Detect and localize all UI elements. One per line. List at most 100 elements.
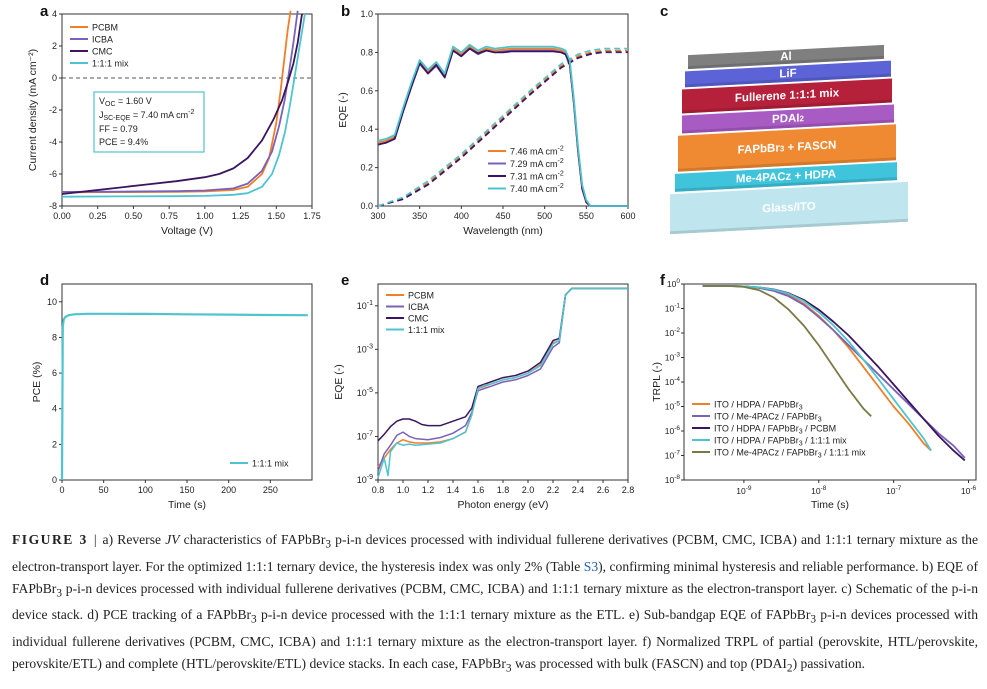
- eqe-legend-label-3: 7.40 mA cm-2: [510, 183, 564, 194]
- pce-xtick-label-4: 200: [221, 485, 236, 495]
- jv-legend-label-1: ICBA: [92, 35, 113, 45]
- panel-label-b: b: [341, 3, 351, 20]
- subeqe-legend-label-3: 1:1:1 mix: [408, 325, 445, 335]
- subeqe-xtick-label-7: 2.2: [547, 485, 560, 495]
- eqe-ytick-label-3: 0.4: [360, 124, 373, 134]
- jv-xtick-label-6: 1.50: [268, 211, 286, 221]
- pce-ytick-label-5: 0: [52, 475, 57, 485]
- pce-legend-label-0: 1:1:1 mix: [252, 459, 289, 469]
- panel-label-a: a: [40, 3, 49, 20]
- jv-ytick-label-1: 2: [52, 41, 57, 51]
- eqe-xtick-label-5: 550: [579, 211, 594, 221]
- eqe-xlabel: Wavelength (nm): [463, 225, 543, 237]
- subeqe-legend-label-0: PCBM: [408, 291, 434, 301]
- jv-series-2: [61, 13, 303, 195]
- jv-legend-label-3: 1:1:1 mix: [92, 59, 129, 69]
- jv-xtick-label-5: 1.25: [232, 211, 250, 221]
- panel-label-f: f: [660, 272, 665, 289]
- pce-series-0: [60, 312, 308, 481]
- jv-ylabel: Current density (mA cm⁻²): [27, 49, 39, 171]
- eqe-xtick-label-4: 500: [537, 211, 552, 221]
- pce-ytick-label-0: 10: [47, 297, 57, 307]
- trpl-legend-label-3: ITO / HDPA / FAPbBr3 / 1:1:1 mix: [714, 436, 847, 448]
- subeqe-xtick-label-10: 2.8: [622, 485, 635, 495]
- table-s3-link[interactable]: S3: [583, 558, 599, 574]
- subeqe-xtick-label-6: 2.0: [522, 485, 535, 495]
- pce-xtick-label-0: 0: [59, 485, 64, 495]
- jv-xtick-label-3: 0.75: [160, 211, 178, 221]
- subeqe-ytick-label-1: 10-3: [357, 343, 373, 354]
- pce-ytick-label-2: 6: [52, 368, 57, 378]
- eqe-xtick-label-3: 450: [495, 211, 510, 221]
- jv-annot-voc: VOC = 1.60 V: [99, 96, 152, 108]
- trpl-ytick-label-2: 10-2: [665, 327, 681, 338]
- trpl-legend-label-0: ITO / HDPA / FAPbBr3: [714, 400, 803, 412]
- eqe-legend-label-2: 7.31 mA cm-2: [510, 171, 564, 182]
- trpl-xtick-label-2: 10-7: [886, 485, 902, 496]
- jv-xtick-label-7: 1.75: [303, 211, 321, 221]
- eqe-ytick-label-1: 0.8: [360, 47, 373, 57]
- trpl-ytick-label-1: 10-1: [665, 303, 681, 314]
- subeqe-ytick-label-3: 10-7: [357, 430, 373, 441]
- jv-legend-label-0: PCBM: [92, 23, 118, 33]
- jv-xlabel: Voltage (V): [161, 225, 213, 237]
- trpl-ytick-label-5: 10-5: [665, 401, 681, 412]
- eqe-xtick-label-2: 400: [454, 211, 469, 221]
- eqe-legend-label-1: 7.29 mA cm-2: [510, 158, 564, 169]
- subeqe-xtick-label-1: 1.0: [397, 485, 410, 495]
- jv-annot-pce: PCE = 9.4%: [99, 137, 148, 147]
- subeqe-ytick-label-2: 10-5: [357, 387, 373, 398]
- eqe-ylabel: EQE (-): [337, 92, 349, 128]
- jv-xtick-label-0: 0.00: [53, 211, 71, 221]
- eqe-ytick-label-4: 0.2: [360, 163, 373, 173]
- trpl-ytick-label-3: 10-3: [665, 352, 681, 363]
- trpl-legend-label-4: ITO / Me-4PACz / FAPbBr3 / 1:1:1 mix: [714, 448, 866, 460]
- eqe-series-3: [377, 43, 628, 207]
- jv-legend-label-2: CMC: [92, 47, 113, 57]
- eqe-legend-label-0: 7.46 mA cm-2: [510, 146, 564, 157]
- eqe-ytick-label-0: 1.0: [360, 9, 373, 19]
- jv-ytick-label-4: -4: [49, 137, 57, 147]
- jv-chart: 0.00 0.25 0.50 0.75 1.00 1.25 1.50 1.75 4 2 0 -2 -4 -…: [27, 9, 321, 237]
- device-stack-schematic: Al LiF Fullerene 1:1:1 mix PDAI 2 FAPbBr 3 + F…: [670, 30, 940, 240]
- figure-number: FIGURE 3: [12, 532, 88, 547]
- subeqe-xtick-label-8: 2.4: [572, 485, 585, 495]
- jv-ytick-label-3: -2: [49, 105, 57, 115]
- jv-ytick-label-2: 0: [52, 73, 57, 83]
- pce-xtick-label-3: 150: [179, 485, 194, 495]
- jv-ytick-label-0: 4: [52, 9, 57, 19]
- jv-xtick-label-4: 1.00: [196, 211, 214, 221]
- subeqe-xtick-label-3: 1.4: [447, 485, 460, 495]
- trpl-legend-label-2: ITO / HDPA / FAPbBr3 / PCBM: [714, 424, 836, 436]
- trpl-ylabel: TRPL (-): [651, 362, 663, 402]
- eqe-chart: 300 350 400 450 500 550 600 1.0 0.8 0.6 0.4 0.2 0.0 W…: [337, 9, 636, 237]
- subeqe-series-3: [377, 287, 628, 479]
- subeqe-xlabel: Photon energy (eV): [457, 499, 548, 511]
- jv-annot-ff: FF = 0.79: [99, 124, 138, 134]
- pce-ylabel: PCE (%): [31, 362, 43, 403]
- pce-ytick-label-1: 8: [52, 332, 57, 342]
- trpl-chart: 10-9 10-8 10-7 10-6 100 10-1 10-2 10-3 10-4 10-5 1…: [651, 278, 977, 511]
- jv-annot-jsc: JSC-EQE = 7.40 mA cm-2: [99, 109, 194, 122]
- trpl-ytick-label-0: 100: [667, 278, 680, 289]
- eqe-integrated-2: [377, 51, 628, 207]
- trpl-xtick-label-0: 10-9: [736, 485, 752, 496]
- trpl-series-3: [702, 285, 932, 452]
- jv-xtick-label-1: 0.25: [89, 211, 107, 221]
- eqe-xtick-label-6: 600: [620, 211, 635, 221]
- jv-ytick-label-6: -8: [49, 201, 57, 211]
- jv-ytick-label-5: -6: [49, 169, 57, 179]
- eqe-frame: [377, 13, 629, 207]
- eqe-ytick-label-5: 0.0: [360, 201, 373, 211]
- subeqe-ylabel: EQE (-): [333, 364, 345, 400]
- trpl-ytick-label-8: 10-8: [665, 474, 681, 485]
- eqe-xtick-label-0: 300: [370, 211, 385, 221]
- pce-xtick-label-2: 100: [138, 485, 153, 495]
- subeqe-legend-label-2: CMC: [408, 314, 429, 324]
- jv-series-1: [61, 10, 299, 193]
- pce-xtick-label-5: 250: [263, 485, 278, 495]
- trpl-ytick-label-7: 10-7: [665, 450, 681, 461]
- pce-xtick-label-1: 50: [99, 485, 109, 495]
- subeqe-xtick-label-2: 1.2: [422, 485, 435, 495]
- subeqe-ytick-label-4: 10-9: [357, 474, 373, 485]
